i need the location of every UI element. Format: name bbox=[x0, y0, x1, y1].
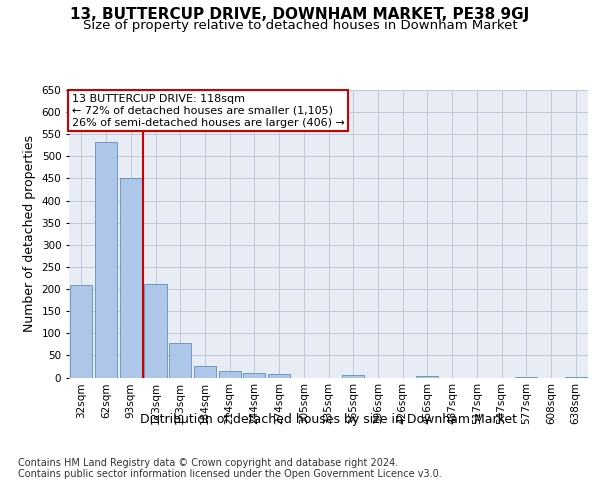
Text: 13 BUTTERCUP DRIVE: 118sqm
← 72% of detached houses are smaller (1,105)
26% of s: 13 BUTTERCUP DRIVE: 118sqm ← 72% of deta… bbox=[71, 94, 344, 128]
Bar bbox=[218, 371, 241, 378]
Bar bbox=[342, 376, 364, 378]
Bar bbox=[243, 373, 265, 378]
Y-axis label: Number of detached properties: Number of detached properties bbox=[23, 135, 36, 332]
Bar bbox=[119, 178, 142, 378]
Bar bbox=[70, 284, 92, 378]
Bar bbox=[416, 376, 439, 378]
Bar bbox=[268, 374, 290, 378]
Bar bbox=[194, 366, 216, 378]
Text: Distribution of detached houses by size in Downham Market: Distribution of detached houses by size … bbox=[140, 412, 517, 426]
Bar bbox=[515, 376, 538, 378]
Text: Size of property relative to detached houses in Downham Market: Size of property relative to detached ho… bbox=[83, 19, 517, 32]
Bar bbox=[145, 284, 167, 378]
Text: Contains HM Land Registry data © Crown copyright and database right 2024.
Contai: Contains HM Land Registry data © Crown c… bbox=[18, 458, 442, 479]
Bar bbox=[169, 343, 191, 378]
Text: 13, BUTTERCUP DRIVE, DOWNHAM MARKET, PE38 9GJ: 13, BUTTERCUP DRIVE, DOWNHAM MARKET, PE3… bbox=[70, 8, 530, 22]
Bar bbox=[565, 376, 587, 378]
Bar bbox=[95, 142, 117, 378]
